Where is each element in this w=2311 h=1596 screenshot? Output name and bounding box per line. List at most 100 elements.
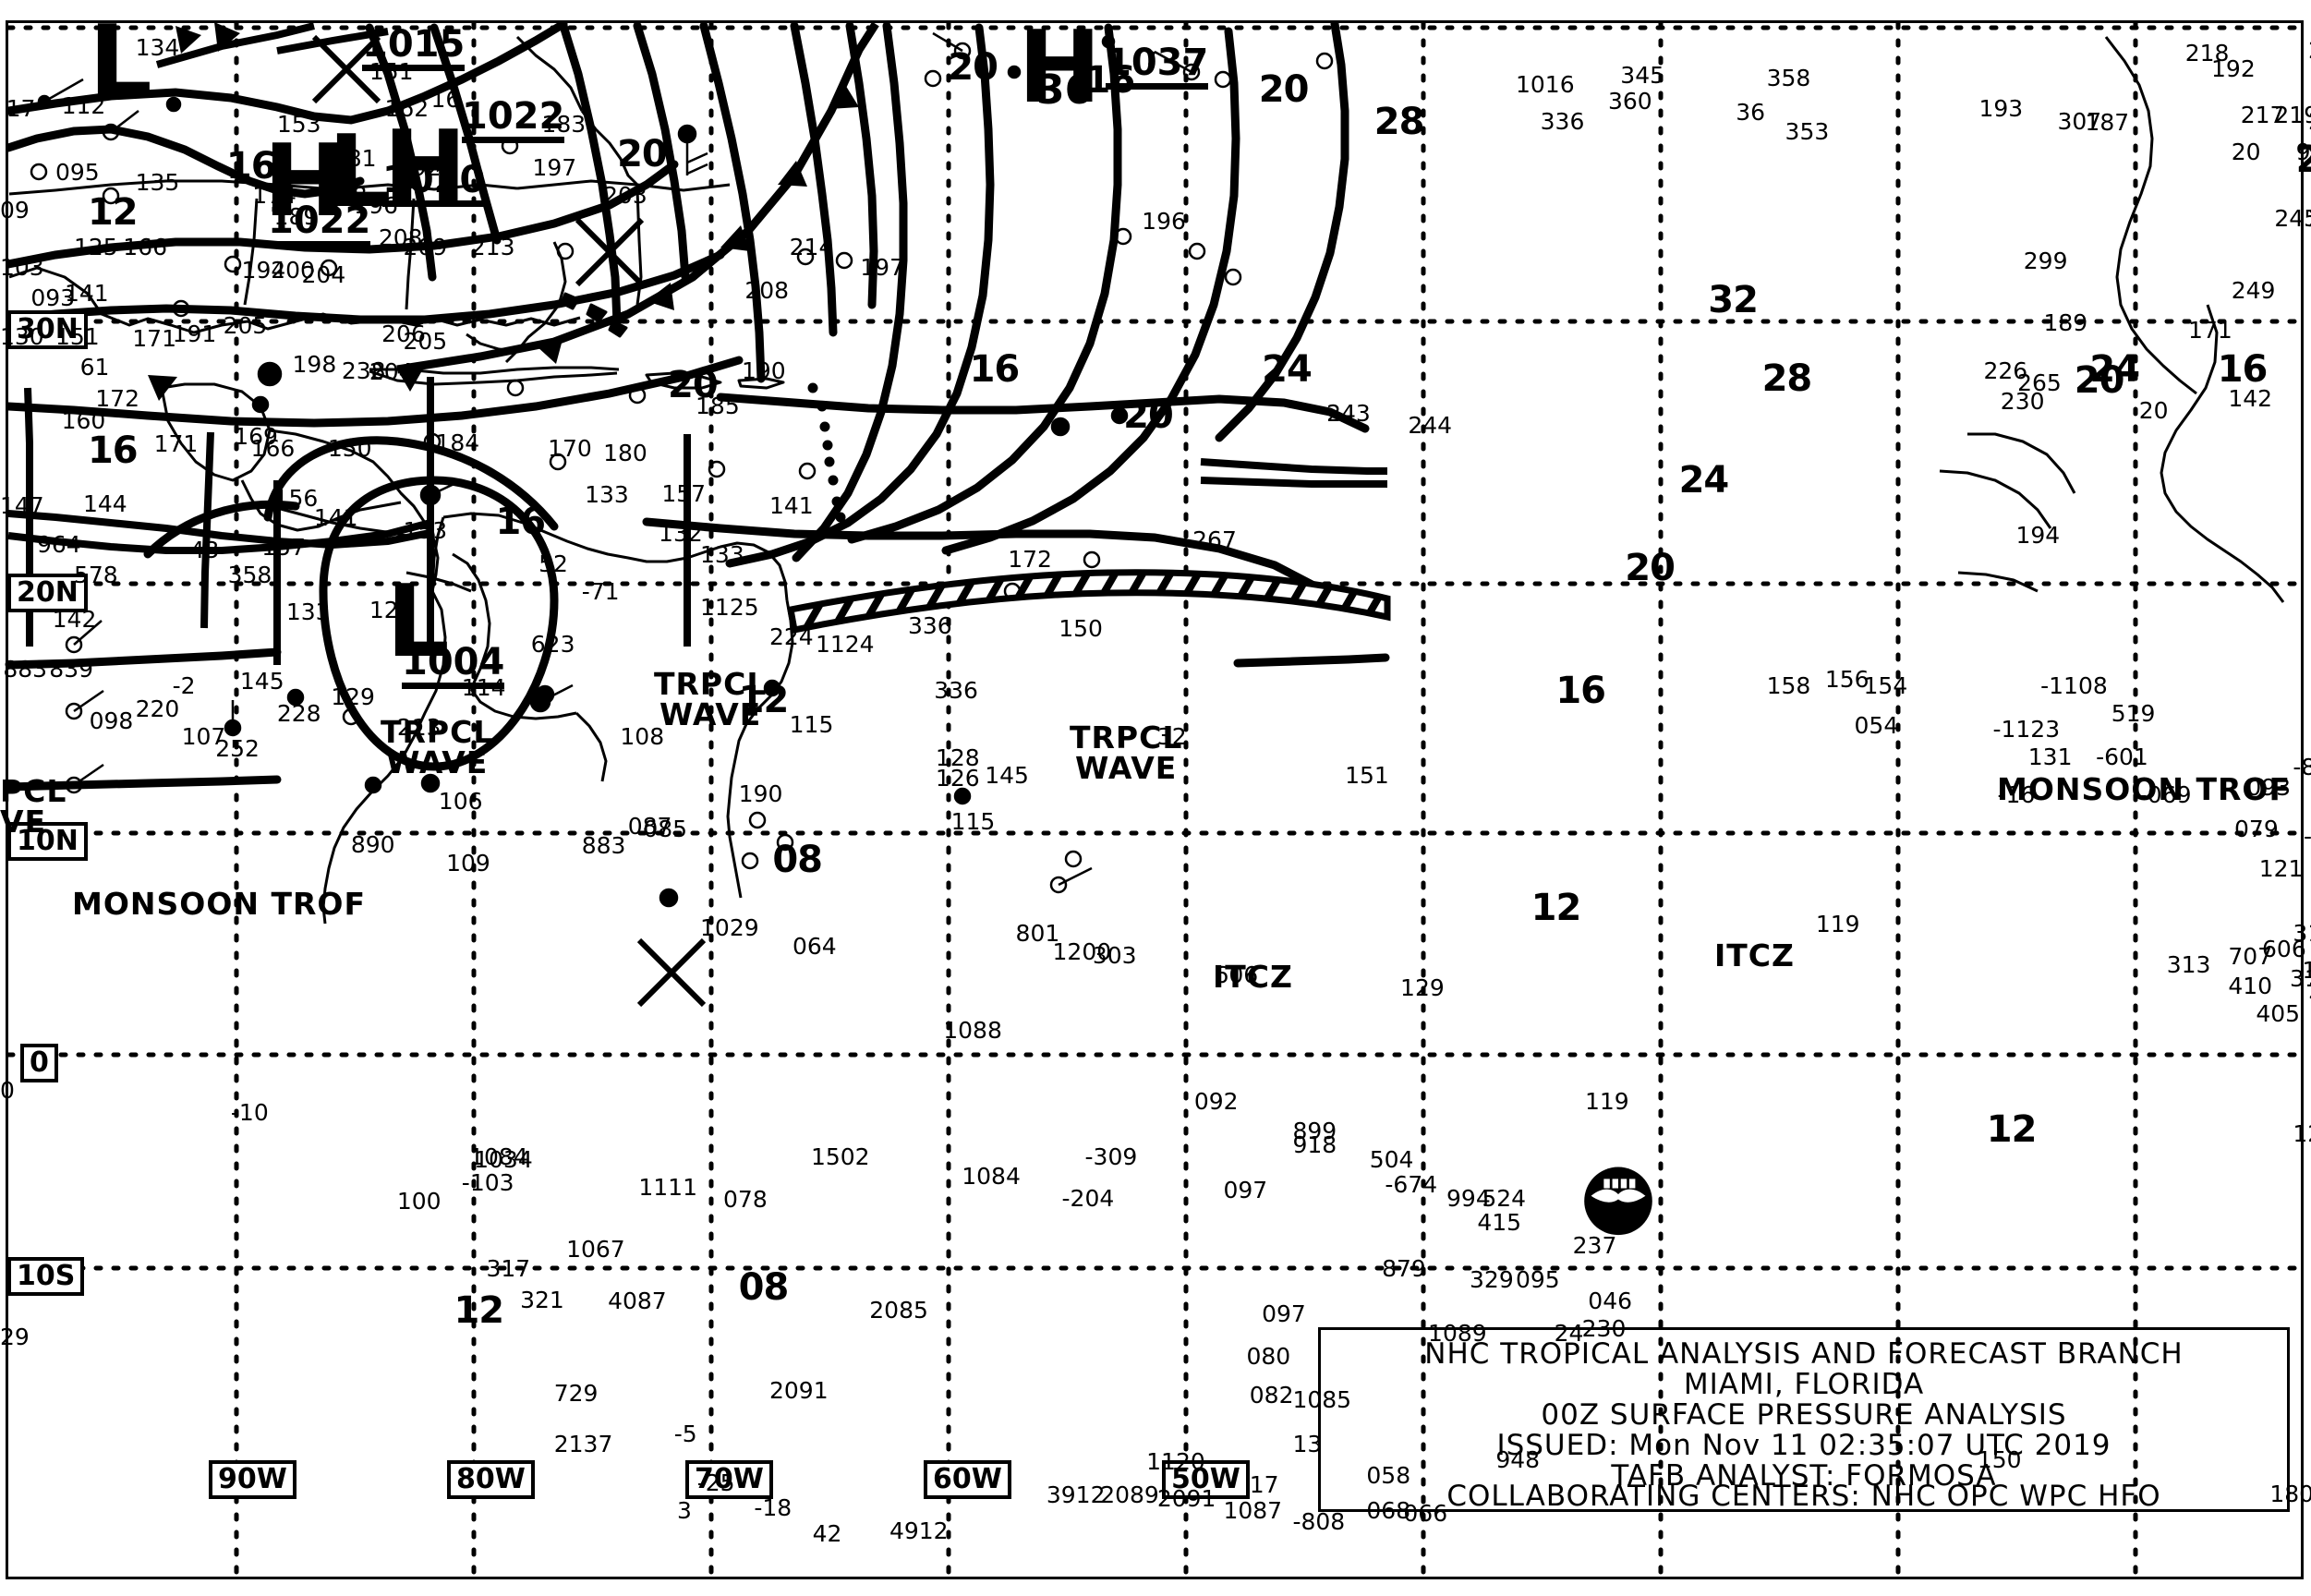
station-observation: 948 <box>1495 1446 1541 1474</box>
map-border <box>6 20 2304 1579</box>
station-observation: 141 <box>769 492 814 520</box>
station-observation: 180 <box>2269 1480 2311 1507</box>
station-observation: 191 <box>172 320 217 347</box>
station-observation: 157 <box>261 534 306 562</box>
station-observation: 192 <box>2211 54 2256 82</box>
lat-label-0: 0 <box>20 1044 58 1082</box>
itcz-band <box>786 569 1391 635</box>
station-observation: 171 <box>2188 317 2232 345</box>
station-observation: 578 <box>73 562 118 589</box>
station-observation: 17 <box>6 95 36 123</box>
station-observation: 504 <box>1369 1146 1414 1174</box>
legend-info-box: NHC TROPICAL ANALYSIS AND FORECAST BRANC… <box>1318 1327 2290 1513</box>
station-observation: 32 <box>1156 723 1187 751</box>
station-observation: 106 <box>438 787 483 815</box>
station-observation: 174 <box>252 181 296 209</box>
station-observation: -18 <box>754 1493 793 1521</box>
station-observation: 129 <box>331 683 375 710</box>
station-observation: 336 <box>907 612 952 640</box>
high-pressure-symbol-1022-gulf: H <box>263 124 346 239</box>
station-observation: 142 <box>2228 384 2273 412</box>
station-observation: -25 <box>696 1469 735 1497</box>
station-observation: 20 <box>2138 396 2169 424</box>
station-observation: 204 <box>369 358 414 386</box>
station-observation: 153 <box>276 110 321 138</box>
tropical-wave-label-far-west: PCL VE <box>0 776 67 837</box>
station-observation: 93 <box>2295 138 2311 165</box>
station-observation: 145 <box>985 761 1029 789</box>
isobar-label: 16 <box>1555 670 1606 713</box>
tropical-wave-text-1: TRPCL <box>654 666 768 702</box>
station-observation: 078 <box>723 1186 768 1214</box>
station-observation: -204 <box>1061 1184 1115 1212</box>
station-observation: 204 <box>2308 108 2311 135</box>
station-observation: -808 <box>1292 1507 1346 1535</box>
cold-front-atlantic <box>396 23 879 374</box>
station-observation: 115 <box>950 807 996 835</box>
station-observation: 918 <box>1292 1130 1337 1158</box>
isobar-label: 08 <box>738 1266 790 1310</box>
station-observation: 189 <box>2043 308 2088 336</box>
station-observation: 36 <box>1736 98 1766 126</box>
station-observation: 1029 <box>700 913 759 941</box>
station-observation: 080 <box>1246 1343 1291 1371</box>
station-observation: 42 <box>812 1520 842 1547</box>
station-observation: 134 <box>135 33 180 61</box>
station-plot-symbols <box>30 31 1334 908</box>
isobar-label: 12 <box>454 1289 504 1333</box>
tropical-wave-text-1: TRPCL <box>1070 719 1183 756</box>
monsoon-trof-label-west: MONSOON TROF <box>72 886 367 922</box>
station-observation: 213 <box>470 234 515 261</box>
isobar-label: 16 <box>225 144 277 187</box>
station-observation: 243 <box>1326 400 1371 428</box>
station-observation: 707 <box>2228 943 2273 971</box>
isobar-label: 20 <box>948 46 998 90</box>
station-observation: 524 <box>1482 1184 1527 1212</box>
station-observation: 228 <box>276 700 321 728</box>
pressure-value-1004: 1004 <box>402 644 505 689</box>
itcz-label-west: ITCZ <box>1213 959 1293 995</box>
isobar-label: 16 <box>969 347 1021 391</box>
station-observation: 095 <box>54 158 100 186</box>
station-observation: 4087 <box>608 1288 667 1315</box>
station-observation: 204 <box>301 261 346 289</box>
station-observation: 20 <box>2231 138 2261 165</box>
legend-line-analyst: TAFB ANALYST: FORMOSA <box>1611 1459 1997 1493</box>
station-observation: 214 <box>789 234 834 261</box>
station-observation: 265 <box>2017 369 2062 396</box>
graticule-lines <box>8 23 2301 1577</box>
station-observation: 085 <box>643 815 688 842</box>
station-observation: 606 <box>1214 961 1259 989</box>
station-observation: 190 <box>742 357 786 384</box>
station-observation: 2091 <box>1156 1484 1216 1512</box>
isobar-label: 12 <box>1531 886 1582 929</box>
isobar-label: 16 <box>87 429 139 473</box>
station-observation: 197 <box>860 253 904 281</box>
station-observation: 218 <box>2184 40 2230 67</box>
isobar-label: 24 <box>2089 347 2140 391</box>
station-observation: 205 <box>223 312 268 340</box>
coastlines <box>8 35 2285 925</box>
station-observation: 112 <box>61 91 106 119</box>
station-observation: 2137 <box>553 1431 613 1458</box>
station-observation: 220 <box>135 695 180 723</box>
station-observation: 151 <box>1345 761 1389 789</box>
station-observation: 217 <box>2240 101 2285 128</box>
station-observation: 126 <box>369 597 414 624</box>
station-observation: 3912 <box>1046 1481 1106 1509</box>
station-observation: 0 <box>0 1077 15 1105</box>
station-observation: 244 <box>1408 412 1453 440</box>
station-observation: 135 <box>135 169 180 197</box>
station-observation: 317 <box>486 1255 531 1283</box>
station-observation: 226 <box>1983 357 2028 384</box>
isobar-label: 28 <box>1373 100 1425 143</box>
station-observation: 1120 <box>1146 1447 1205 1475</box>
station-observation: 1084 <box>469 1143 528 1170</box>
station-observation: 128 <box>935 744 980 772</box>
lat-label-10n: 10N <box>7 822 88 861</box>
station-observation: 299 <box>2023 248 2068 275</box>
station-observation: 150 <box>327 435 372 463</box>
station-observation: 171 <box>132 324 176 352</box>
station-observation: 153 <box>403 516 448 544</box>
